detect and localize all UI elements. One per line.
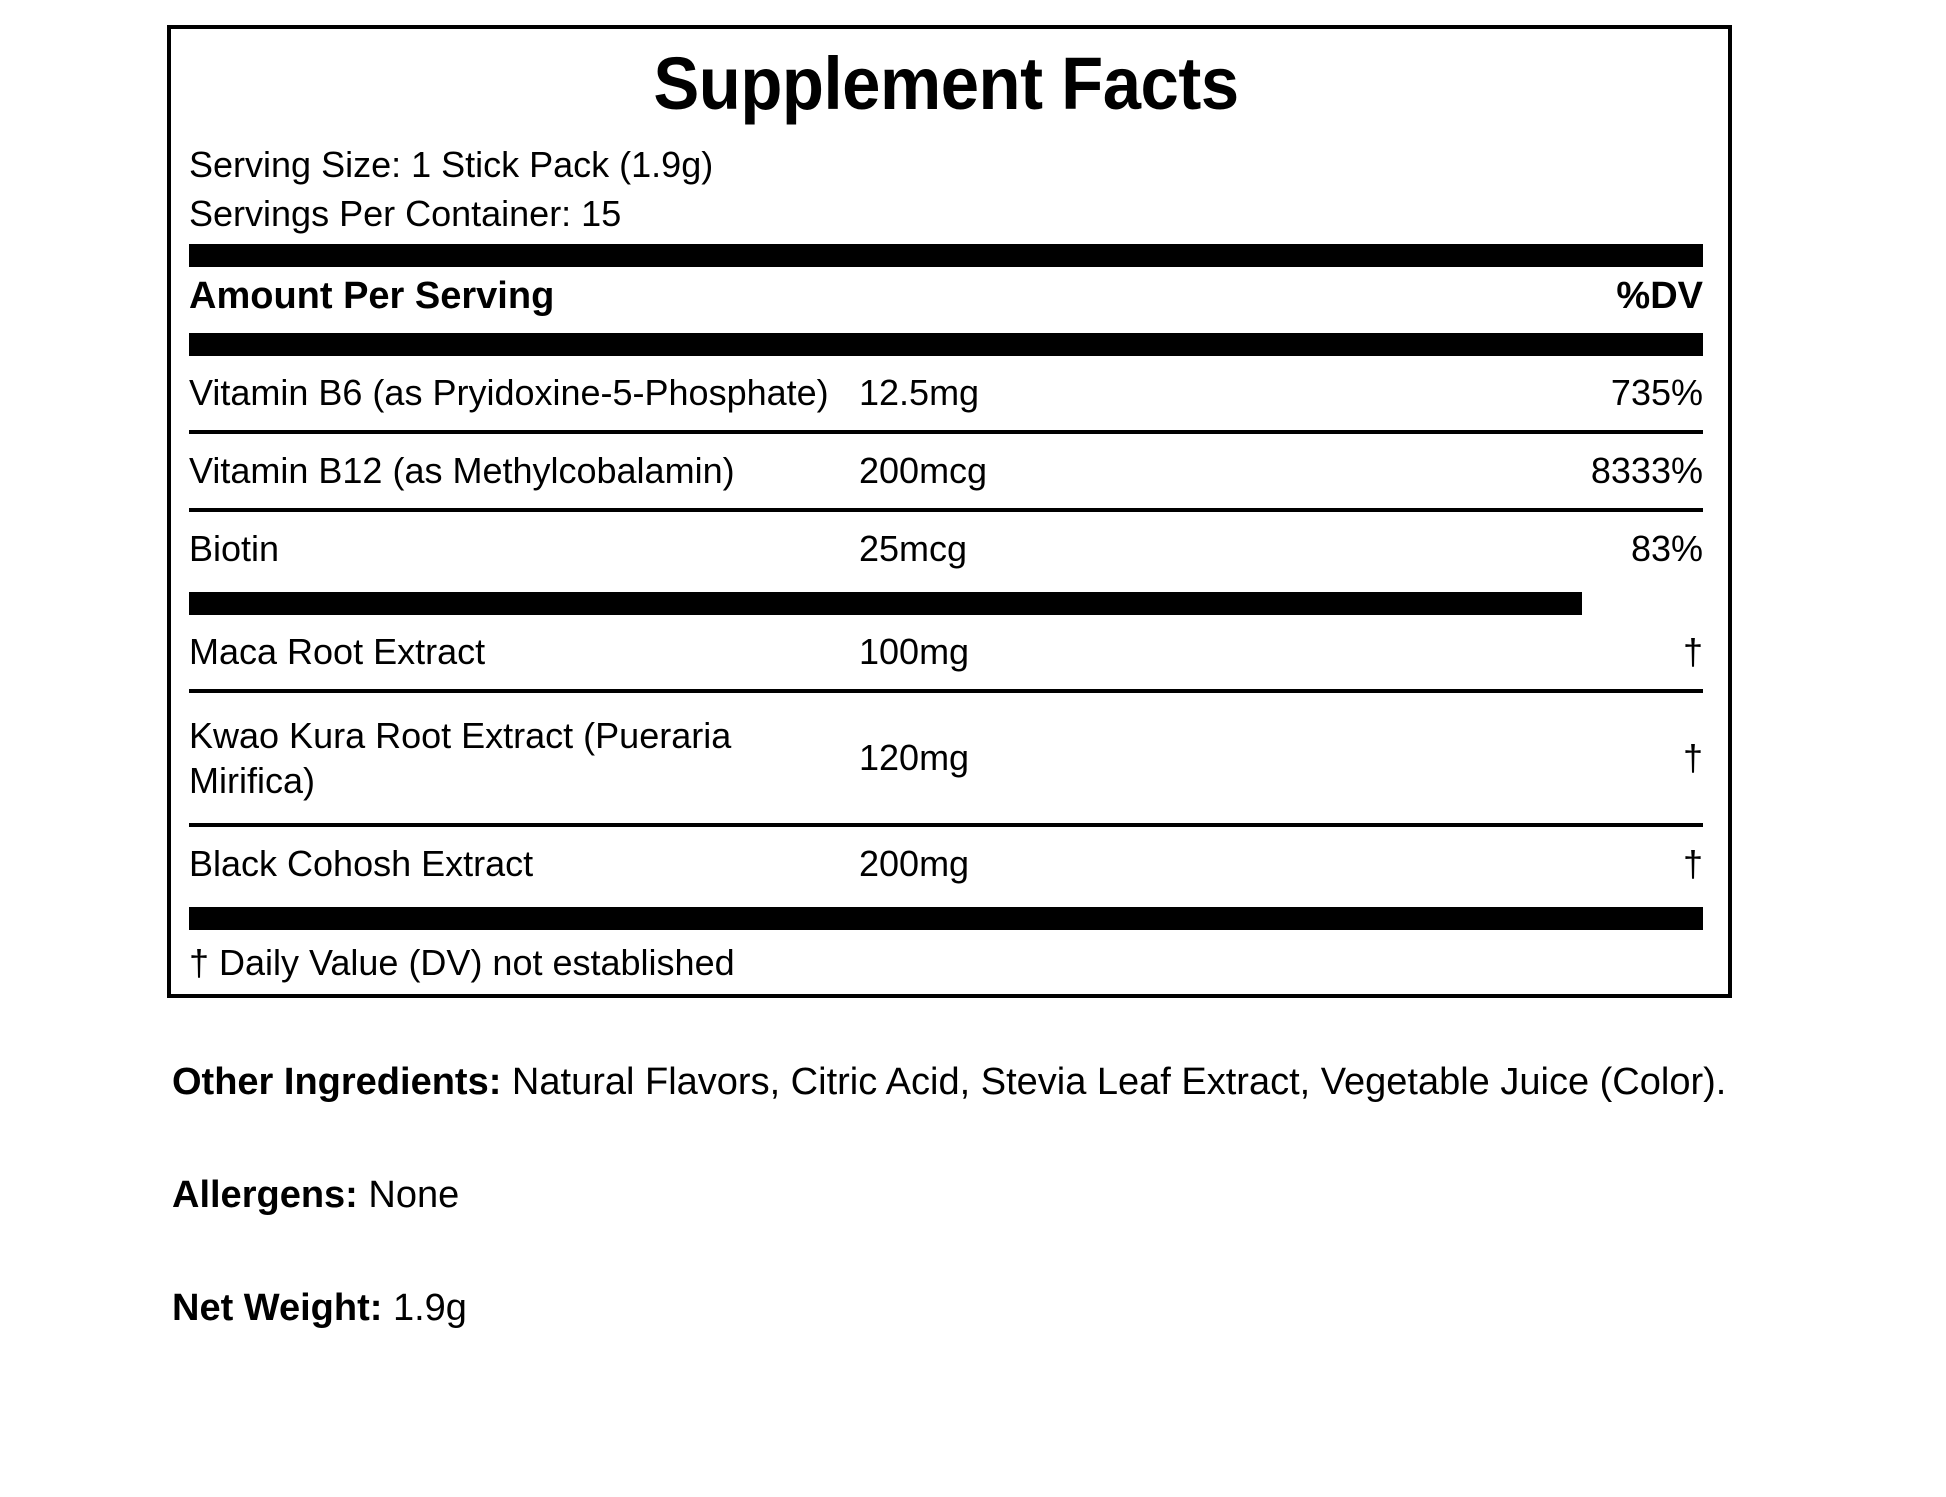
divider-hair [189, 507, 1703, 512]
serving-info-block: Serving Size: 1 Stick Pack (1.9g) Servin… [189, 127, 1703, 238]
nutrient-amount: 25mcg [859, 528, 968, 570]
nutrient-dv: 83% [1630, 528, 1703, 570]
nutrient-name: Black Cohosh Extract [189, 843, 534, 885]
supplement-facts-panel: Supplement Facts Serving Size: 1 Stick P… [167, 25, 1732, 998]
divider-thick-top [189, 244, 1703, 268]
nutrient-name: Maca Root Extract [189, 631, 486, 673]
other-ingredients-label: Other Ingredients: [172, 1061, 502, 1103]
net-weight-value: 1.9g [382, 1287, 467, 1330]
allergens-value: None [357, 1174, 460, 1217]
nutrient-dv: 8333% [1590, 450, 1703, 492]
divider-hair [189, 688, 1703, 693]
table-row: Vitamin B12 (as Methylcobalamin) 200mcg … [189, 434, 1703, 508]
allergens-paragraph: Allergens: None [172, 1168, 1812, 1223]
nutrient-dv: † [1682, 631, 1703, 673]
divider-hair [189, 822, 1703, 827]
nutrient-name: Kwao Kura Root Extract (Pueraria Mirific… [189, 714, 732, 801]
table-row: Kwao Kura Root Extract (Pueraria Mirific… [189, 693, 1703, 823]
nutrient-amount: 200mg [859, 843, 970, 885]
table-row: Maca Root Extract 100mg † [189, 615, 1703, 689]
other-ingredients-value: Natural Flavors, Citric Acid, Stevia Lea… [501, 1061, 1727, 1103]
page-title: Supplement Facts [653, 42, 1239, 125]
table-row: Biotin 25mcg 83% [189, 512, 1703, 586]
divider-thick-mid [189, 591, 1582, 615]
servings-per-container-line: Servings Per Container: 15 [189, 192, 622, 234]
amount-per-serving-label: Amount Per Serving [189, 275, 555, 318]
nutrient-amount: 120mg [859, 737, 970, 779]
table-row: Vitamin B6 (as Pryidoxine-5-Phosphate) 1… [189, 356, 1703, 430]
other-ingredients-paragraph: Other Ingredients: Natural Flavors, Citr… [172, 1055, 1812, 1110]
nutrient-name: Biotin [189, 528, 280, 570]
divider-thick-under-header [189, 332, 1703, 356]
nutrient-dv: † [1682, 737, 1703, 779]
nutrient-name: Vitamin B12 (as Methylcobalamin) [189, 450, 735, 492]
percent-dv-label: %DV [1616, 275, 1703, 318]
panel-inner: Supplement Facts Serving Size: 1 Stick P… [189, 29, 1703, 994]
amount-per-serving-header: Amount Per Serving %DV [189, 267, 1703, 327]
nutrient-name: Vitamin B6 (as Pryidoxine-5-Phosphate) [189, 372, 829, 414]
nutrient-amount: 12.5mg [859, 372, 980, 414]
table-row: Black Cohosh Extract 200mg † [189, 827, 1703, 901]
nutrient-amount: 100mg [859, 631, 970, 673]
daily-value-footnote: † Daily Value (DV) not established [189, 941, 735, 983]
divider-thick-bottom [189, 906, 1703, 930]
nutrient-amount: 200mcg [859, 450, 988, 492]
nutrient-dv: † [1682, 843, 1703, 885]
serving-size-line: Serving Size: 1 Stick Pack (1.9g) [189, 144, 714, 185]
allergens-label: Allergens: [172, 1174, 358, 1217]
label-supplementary-text: Other Ingredients: Natural Flavors, Citr… [172, 1055, 1812, 1336]
net-weight-paragraph: Net Weight: 1.9g [172, 1281, 1812, 1336]
nutrient-dv: 735% [1610, 372, 1703, 414]
net-weight-label: Net Weight: [172, 1287, 383, 1330]
divider-hair [189, 429, 1703, 434]
